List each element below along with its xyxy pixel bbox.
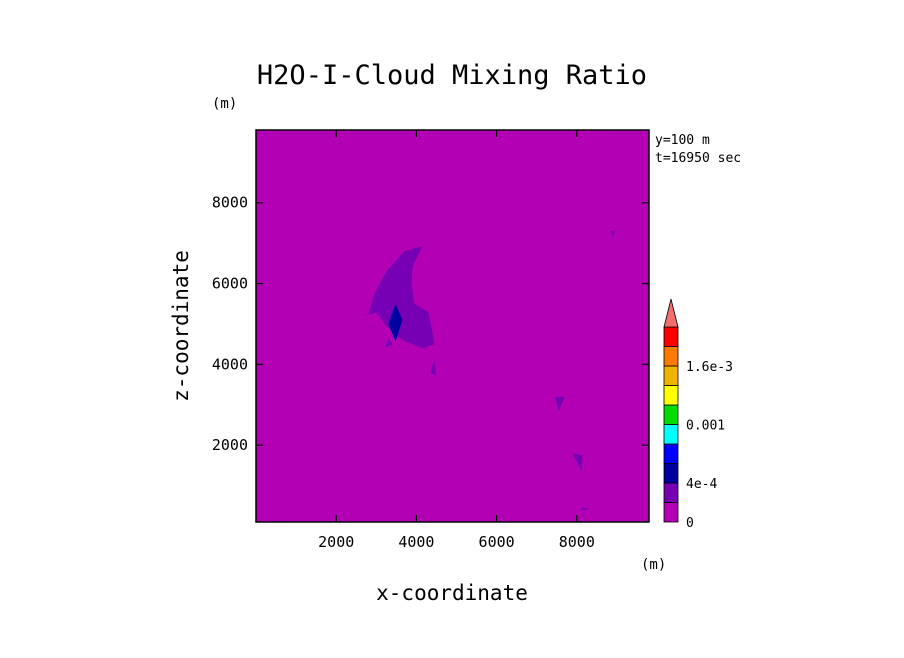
colorbar-label: 4e-4 — [686, 477, 717, 492]
x-tick-label: 8000 — [559, 533, 595, 551]
info-line-y: y=100 m — [655, 133, 710, 148]
x-tick-label: 2000 — [318, 533, 354, 551]
x-tick-label: 6000 — [479, 533, 515, 551]
colorbar: 0 4e-4 0.001 1.6e-3 — [663, 298, 733, 531]
plot-frame — [255, 129, 650, 523]
colorbar-label: 0 — [686, 516, 694, 531]
x-tick-label: 4000 — [398, 533, 434, 551]
colorbar-swatch-1 — [663, 482, 679, 503]
contour-region-5 — [610, 231, 615, 238]
x-axis-ticks: 2000 4000 6000 8000 — [318, 130, 595, 551]
colorbar-swatch-5 — [663, 404, 679, 425]
colorbar-swatch-6 — [663, 385, 679, 406]
colorbar-label: 1.6e-3 — [686, 360, 733, 375]
colorbar-swatch-3 — [663, 443, 679, 464]
plot-background — [256, 130, 649, 522]
y-unit-label: (m) — [212, 96, 237, 112]
info-line-t: t=16950 sec — [655, 151, 741, 166]
colorbar-swatch-8 — [663, 346, 679, 367]
colorbar-label: 0.001 — [686, 419, 725, 434]
colorbar-swatch-2 — [663, 463, 679, 484]
contour-region-0 — [362, 246, 435, 349]
contour-region-4 — [572, 453, 583, 472]
y-axis-ticks: 2000 4000 6000 8000 — [212, 194, 649, 454]
x-unit-label: (m) — [641, 557, 666, 573]
chart-title: H2O-I-Cloud Mixing Ratio — [257, 60, 647, 91]
y-axis-label: z-coordinate — [169, 250, 193, 402]
colorbar-swatch-9 — [663, 326, 679, 347]
colorbar-extend-arrow — [663, 298, 679, 328]
colorbar-swatch-4 — [663, 424, 679, 445]
y-tick-label: 2000 — [212, 436, 248, 454]
contour-regions — [362, 231, 615, 511]
x-axis-label: x-coordinate — [376, 581, 528, 605]
contour-region-7 — [388, 303, 403, 342]
y-tick-label: 8000 — [212, 194, 248, 212]
colorbar-swatch-7 — [663, 365, 679, 386]
plot-area: 2000 4000 6000 8000 2000 4000 6000 8000 — [212, 129, 650, 551]
contour-region-1 — [384, 338, 393, 349]
contour-region-3 — [554, 396, 565, 411]
contour-region-6 — [580, 507, 589, 511]
colorbar-swatch-0 — [663, 502, 679, 523]
contour-region-2 — [430, 360, 437, 377]
y-tick-label: 4000 — [212, 355, 248, 373]
y-tick-label: 6000 — [212, 275, 248, 293]
